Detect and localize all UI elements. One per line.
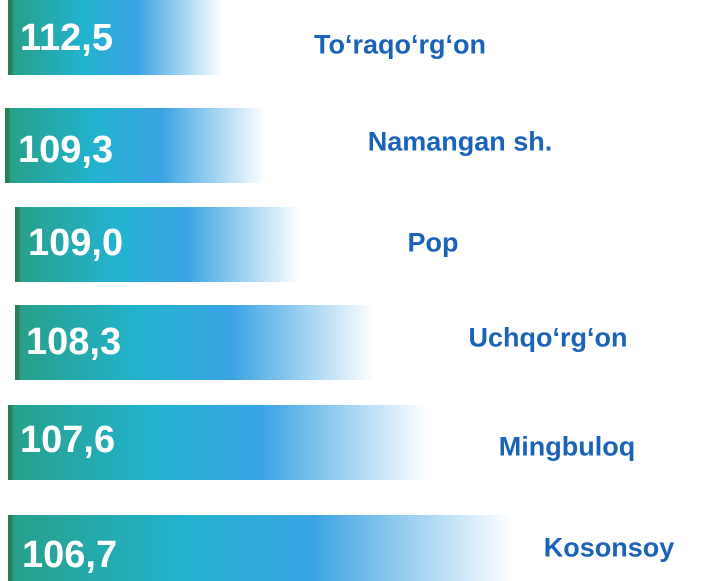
region-name: Uchqo‘rg‘on [468,322,628,353]
value-label: 109,0 [28,222,124,264]
region-name: Mingbuloq [498,431,636,462]
region-name: Pop [407,227,459,258]
value-label: 109,3 [18,129,114,171]
bar [8,515,513,581]
bar [5,108,265,183]
value-label: 106,7 [22,534,118,576]
value-label: 112,5 [20,17,113,59]
region-name: Kosonsoy [543,532,675,563]
bar [8,0,223,75]
value-label: 107,6 [20,419,116,461]
bar [15,305,375,380]
region-name: Namangan sh. [367,126,553,157]
bar [15,207,300,282]
bar [8,405,428,480]
value-label: 108,3 [26,321,122,363]
region-name: To‘raqo‘rg‘on [314,29,486,60]
